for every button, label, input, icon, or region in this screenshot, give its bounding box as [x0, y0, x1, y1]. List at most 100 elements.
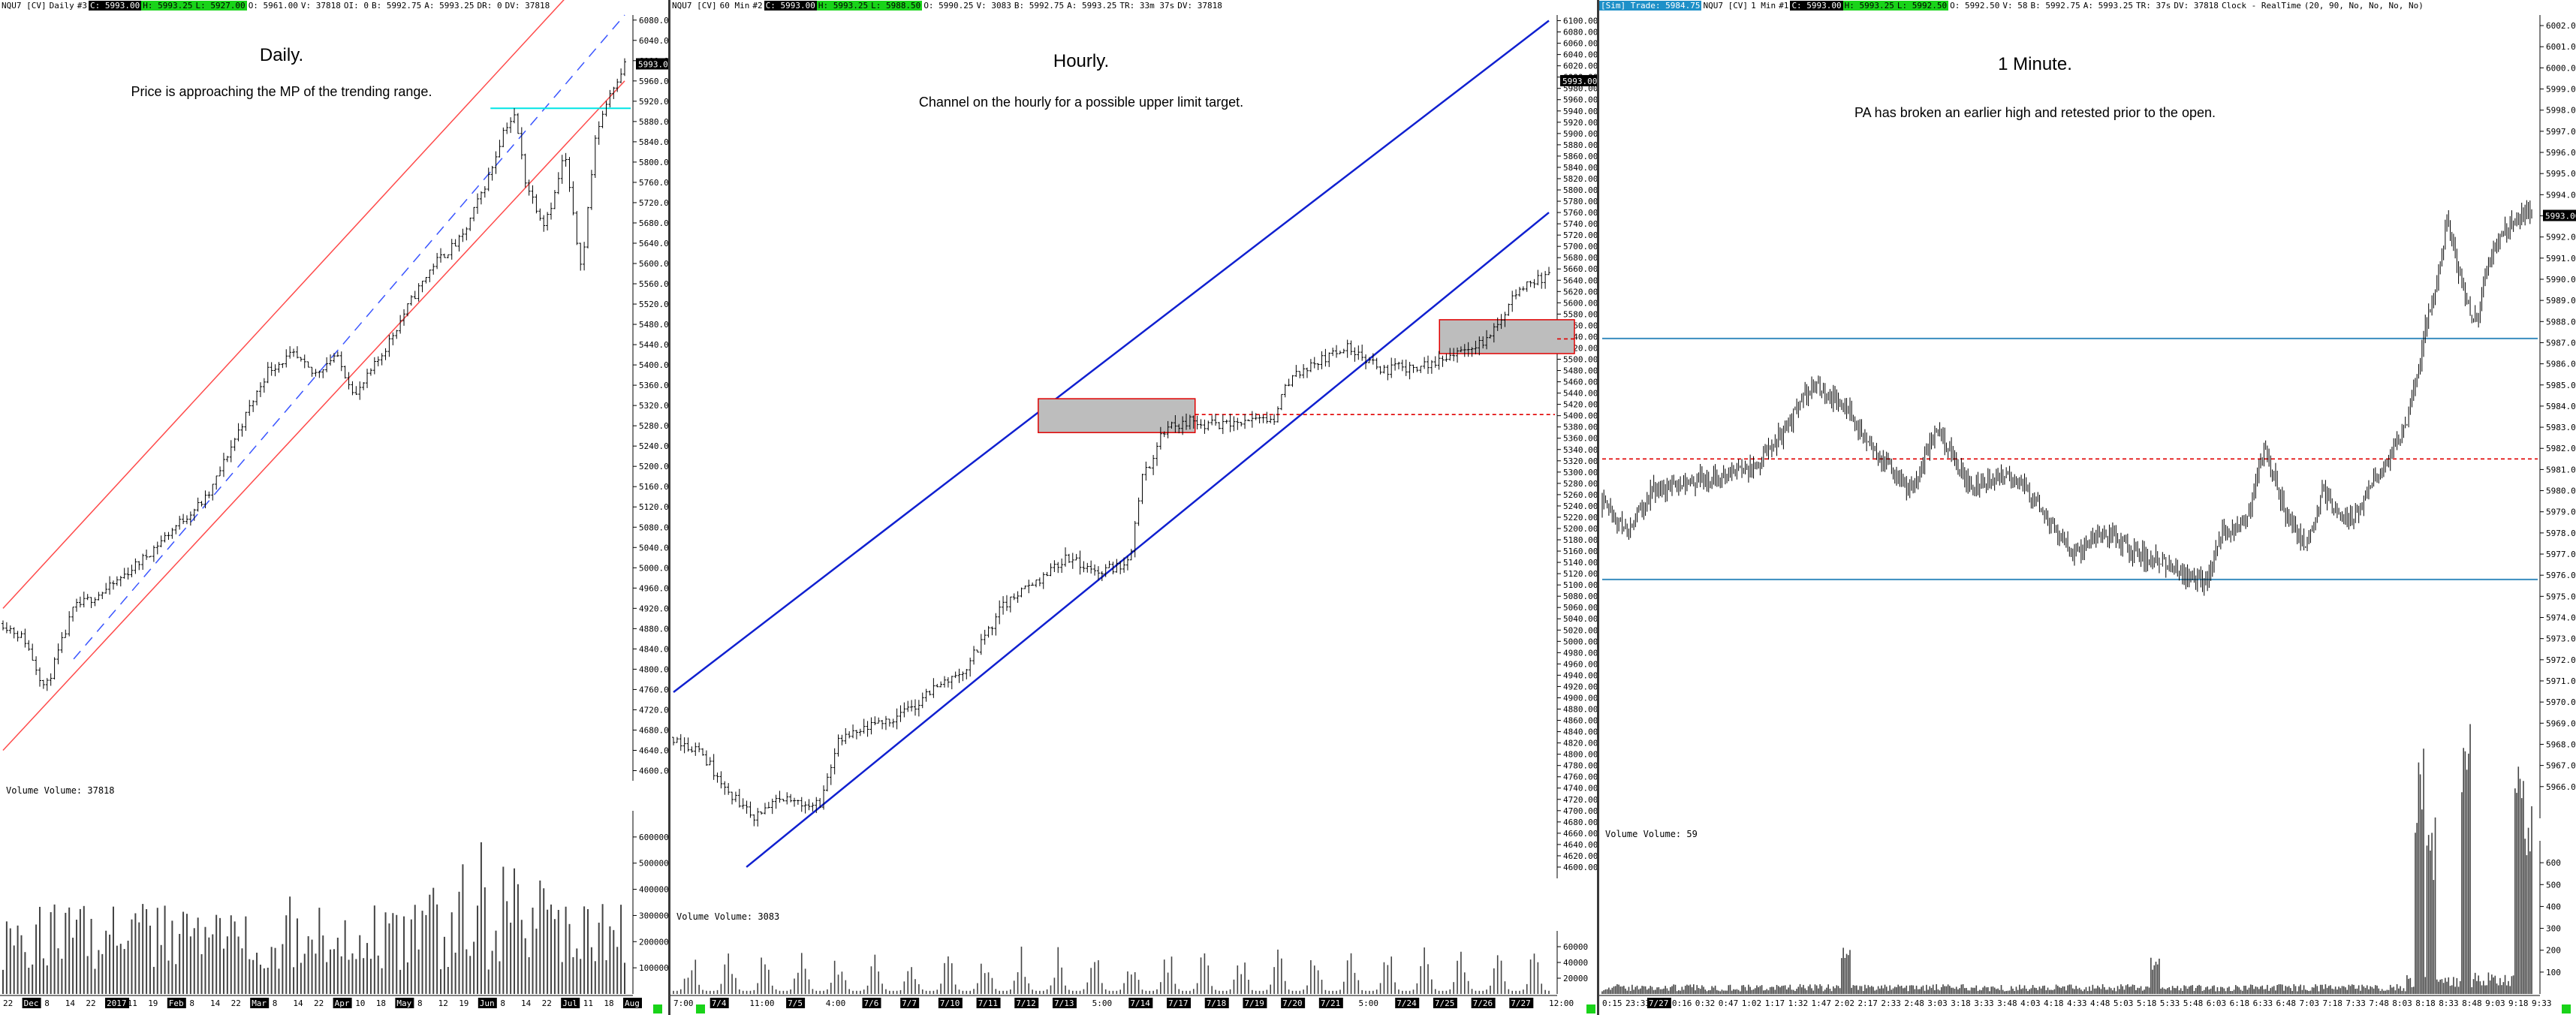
- volume-bar: [1896, 987, 1897, 994]
- volume-bar: [2300, 984, 2301, 994]
- volume-bar: [1281, 958, 1282, 994]
- volume-bar: [1083, 989, 1085, 994]
- volume-bar: [1829, 989, 1831, 994]
- volume-bar: [1997, 988, 1999, 994]
- volume-bar: [450, 912, 453, 994]
- volume-bar: [2476, 980, 2478, 994]
- volume-bar: [2220, 986, 2222, 994]
- volume-bar: [2253, 989, 2255, 994]
- volume-bar: [2408, 978, 2409, 994]
- volume-bar: [1644, 986, 1647, 994]
- time-label: Jun: [480, 998, 495, 1008]
- volume-bar: [2303, 985, 2305, 994]
- volume-bar: [1741, 985, 1743, 994]
- time-label: 0:32: [1695, 998, 1716, 1008]
- volume-bar: [2512, 975, 2514, 994]
- volume-bar: [1086, 982, 1089, 994]
- volume-bar: [1079, 990, 1081, 994]
- price-axis: 4600.00 4640.00 4680.00 4720.00 4760.00 4800.…: [632, 15, 668, 781]
- volume-bar: [2042, 986, 2044, 994]
- volume-bar: [1490, 985, 1491, 994]
- volume-bar: [764, 964, 766, 994]
- volume-bar: [1844, 958, 1846, 994]
- volume-bar: [1949, 986, 1951, 994]
- volume-bar: [587, 908, 589, 994]
- header-field: OI: 0: [343, 1, 369, 11]
- volume-bar: [739, 989, 740, 994]
- scroll-indicator[interactable]: [1586, 1004, 1595, 1013]
- volume-bar: [1427, 964, 1429, 994]
- volume-bar: [981, 963, 982, 994]
- time-label: 8:48: [2462, 998, 2482, 1008]
- price-tick-label: 5280.00: [639, 421, 668, 431]
- volume-bar: [249, 959, 251, 994]
- time-label-box: [900, 998, 920, 1008]
- volume-bar: [1937, 989, 1939, 994]
- volume-bar: [1160, 982, 1161, 994]
- time-label: 2:48: [1904, 998, 1924, 1008]
- price-tick-label: 5978.00: [2546, 529, 2576, 538]
- volume-bar: [676, 990, 678, 994]
- daily-chart-svg[interactable]: 4600.00 4640.00 4680.00 4720.00 4760.00 4800.…: [0, 0, 668, 1015]
- volume-bar: [1098, 960, 1099, 994]
- time-label: 7/27: [1511, 998, 1531, 1008]
- volume-bar: [1845, 953, 1848, 994]
- volume-bar: [1192, 989, 1195, 994]
- volume-bar: [465, 949, 468, 994]
- volume-bar: [1636, 986, 1638, 994]
- volume-bar: [179, 933, 181, 994]
- header-field: C: 5993.00: [1790, 1, 1843, 11]
- time-label: 9:33: [2532, 998, 2552, 1008]
- volume-bar: [2364, 987, 2367, 994]
- price-tick-label: 5760.00: [639, 178, 668, 188]
- volume-tick-label: 60000: [1563, 942, 1588, 952]
- volume-bar: [98, 950, 100, 994]
- volume-bar: [1478, 990, 1481, 994]
- volume-bar: [348, 959, 350, 994]
- volume-bar: [2261, 985, 2264, 994]
- volume-bar: [1666, 988, 1668, 994]
- price-tick-label: 4600.00: [1563, 863, 1597, 872]
- volume-bar: [1776, 984, 1778, 994]
- volume-bar: [1603, 990, 1605, 994]
- volume-bar: [2311, 987, 2313, 994]
- price-tick-label: 5994.00: [2546, 190, 2576, 200]
- price-tick-label: 5460.00: [1563, 378, 1597, 387]
- volume-bar: [2385, 990, 2386, 994]
- scroll-indicator[interactable]: [2562, 1004, 2571, 1013]
- volume-bar: [2388, 989, 2390, 994]
- time-label: 4:18: [2044, 998, 2064, 1008]
- volume-bar: [2093, 988, 2095, 994]
- header-field: A: 5993.25: [424, 1, 475, 11]
- volume-bar: [962, 990, 964, 994]
- minute-chart-svg[interactable]: 5966.00 5967.00 5968.00 5969.00 5970.00 5971.…: [1599, 0, 2576, 1015]
- volume-bar: [620, 905, 622, 994]
- volume-bar: [1874, 990, 1876, 994]
- volume-bar: [2466, 770, 2468, 994]
- header-field: O: 5961.00: [248, 1, 298, 11]
- volume-bar: [1541, 983, 1543, 994]
- price-tick-label: 5140.00: [1563, 558, 1597, 568]
- volume-bar: [1748, 984, 1749, 994]
- volume-bar: [1383, 962, 1385, 994]
- volume-bar: [2090, 990, 2092, 994]
- volume-bar: [388, 923, 390, 994]
- price-tick-label: 5620.00: [1563, 287, 1597, 297]
- scroll-indicator[interactable]: [696, 1004, 705, 1013]
- volume-bar: [2114, 987, 2115, 994]
- volume-bar: [263, 968, 265, 994]
- price-tick-label: 5380.00: [1563, 423, 1597, 432]
- volume-bar: [2368, 989, 2370, 994]
- scroll-indicator[interactable]: [653, 1004, 662, 1013]
- volume-bar: [1640, 988, 1641, 994]
- volume-bar: [2040, 988, 2042, 994]
- time-label: 2:33: [1881, 998, 1901, 1008]
- volume-bar: [1885, 986, 1888, 994]
- volume-bar: [735, 977, 737, 994]
- time-label-box: [561, 998, 580, 1008]
- header-field: (20, 90, No, No, No, No): [2303, 1, 2424, 11]
- volume-bar: [1057, 947, 1059, 994]
- price-tick-label: 4720.00: [1563, 795, 1597, 805]
- volume-bar: [2348, 984, 2350, 994]
